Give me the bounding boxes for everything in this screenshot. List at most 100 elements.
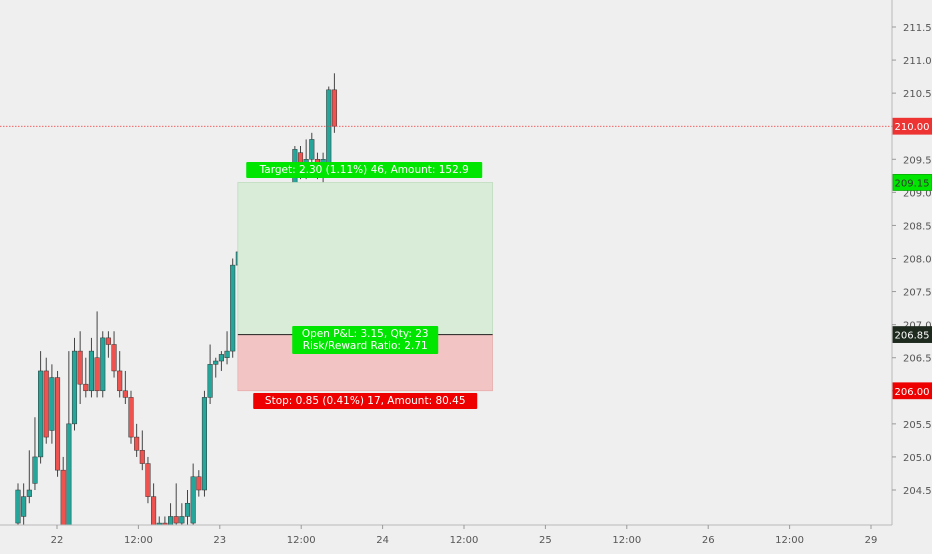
candle-body — [331, 89, 337, 127]
y-tick-label: 208.50 — [903, 221, 932, 232]
y-tick-label: 208.00 — [903, 255, 932, 266]
target-price-tag-bg — [892, 174, 932, 191]
candle-body — [122, 390, 128, 398]
candle — [55, 370, 61, 477]
candle-body — [26, 489, 32, 497]
x-tick-label: 26 — [702, 535, 715, 546]
candle-body — [134, 436, 140, 451]
candle — [173, 483, 179, 525]
candle-body — [21, 496, 27, 517]
candle-body — [190, 476, 196, 524]
candle-body — [213, 360, 219, 365]
y-tick-label: 206.50 — [903, 354, 932, 365]
candle-body — [139, 450, 145, 464]
last-price-tag-text: 210.00 — [895, 122, 930, 133]
candle — [218, 351, 224, 371]
candle-body — [145, 463, 151, 497]
candle — [128, 390, 134, 444]
target-label: Target: 2.30 (1.11%) 46, Amount: 152.9 — [246, 162, 483, 178]
candle — [224, 331, 230, 365]
y-tick-label: 211.50 — [903, 23, 932, 34]
candle-body — [100, 337, 106, 392]
candle-body — [38, 370, 44, 458]
candle — [326, 86, 332, 173]
candle — [43, 357, 49, 444]
candle — [179, 503, 185, 525]
y-tick-label: 207.00 — [903, 321, 932, 332]
candle-body — [83, 383, 89, 392]
x-tick-label: 23 — [213, 535, 226, 546]
candle-body — [173, 516, 179, 524]
y-tick-label: 204.50 — [903, 486, 932, 497]
candle-body — [77, 350, 83, 385]
time-axis: 22 12:00 23 12:00 24 12:00 25 12:00 26 12:00 29 — [51, 525, 877, 546]
stop-label-text: Stop: 0.85 (0.41%) 17, Amount: 80.45 — [265, 395, 466, 407]
candle-body — [168, 516, 174, 526]
candle-body — [117, 370, 123, 392]
candle — [38, 351, 44, 464]
candle — [49, 364, 55, 444]
entry-price-tag-bg — [892, 326, 932, 343]
y-tick-label: 205.50 — [903, 420, 932, 431]
candle-body — [230, 264, 236, 352]
candle-body — [218, 354, 224, 362]
y-tick-label: 210.50 — [903, 89, 932, 100]
candle — [105, 331, 111, 358]
candle — [196, 470, 202, 497]
x-tick-label: 12:00 — [775, 535, 804, 546]
position-overlays — [0, 125, 892, 392]
candle — [100, 331, 106, 398]
candle-body — [32, 456, 38, 484]
candle-body — [111, 344, 117, 372]
candle-body — [326, 89, 332, 167]
candle-body — [151, 496, 157, 526]
candle-body — [179, 516, 185, 524]
pnl-label-text: Open P&L: 3.15, Qty: 23 — [302, 328, 429, 340]
y-tick-label: 211.00 — [903, 56, 932, 67]
candle — [190, 463, 196, 525]
y-tick-label: 209.00 — [903, 188, 932, 199]
last-price-tag-bg — [892, 117, 932, 135]
candle — [139, 430, 145, 471]
x-tick-label: 24 — [376, 535, 389, 546]
pnl-label-bg — [292, 326, 439, 354]
candle-body — [224, 350, 230, 358]
position-labels: Target: 2.30 (1.11%) 46, Amount: 152.9 Op… — [246, 162, 483, 409]
stop-price-tag-bg — [892, 382, 932, 400]
candle — [134, 423, 140, 457]
stop-price-tag: 206.00 — [892, 382, 932, 400]
candle-body — [49, 377, 55, 431]
target-price-tag-text: 209.15 — [895, 178, 930, 189]
x-tick-label: 12:00 — [612, 535, 641, 546]
candle — [145, 456, 151, 504]
stop-label-bg — [253, 393, 478, 409]
last-price-tag: 210.00 — [892, 117, 932, 135]
candle — [213, 357, 219, 378]
candle — [184, 490, 191, 525]
entry-price-tag: 206.85 — [892, 326, 932, 343]
x-tick-label: 22 — [51, 535, 64, 546]
candle — [122, 370, 128, 405]
candle — [201, 390, 207, 497]
y-tick-label: 209.50 — [903, 155, 932, 166]
candle — [111, 331, 117, 378]
candle — [94, 311, 100, 398]
candle — [71, 337, 78, 431]
target-zone — [237, 182, 493, 335]
candle-body — [66, 423, 72, 526]
candle-body — [201, 397, 207, 491]
candle-body — [71, 350, 78, 425]
candle — [117, 351, 123, 398]
candle-body — [196, 476, 202, 491]
entry-price-tag-text: 206.85 — [895, 331, 930, 342]
candle — [88, 337, 95, 398]
x-tick-label: 25 — [539, 535, 552, 546]
price-tags: 210.00 209.15 206.85 206.00 — [892, 117, 932, 400]
target-label-text: Target: 2.30 (1.11%) 46, Amount: 152.9 — [259, 164, 469, 176]
x-tick-label: 12:00 — [450, 535, 479, 546]
candle-body — [88, 350, 95, 392]
candle — [15, 483, 21, 525]
